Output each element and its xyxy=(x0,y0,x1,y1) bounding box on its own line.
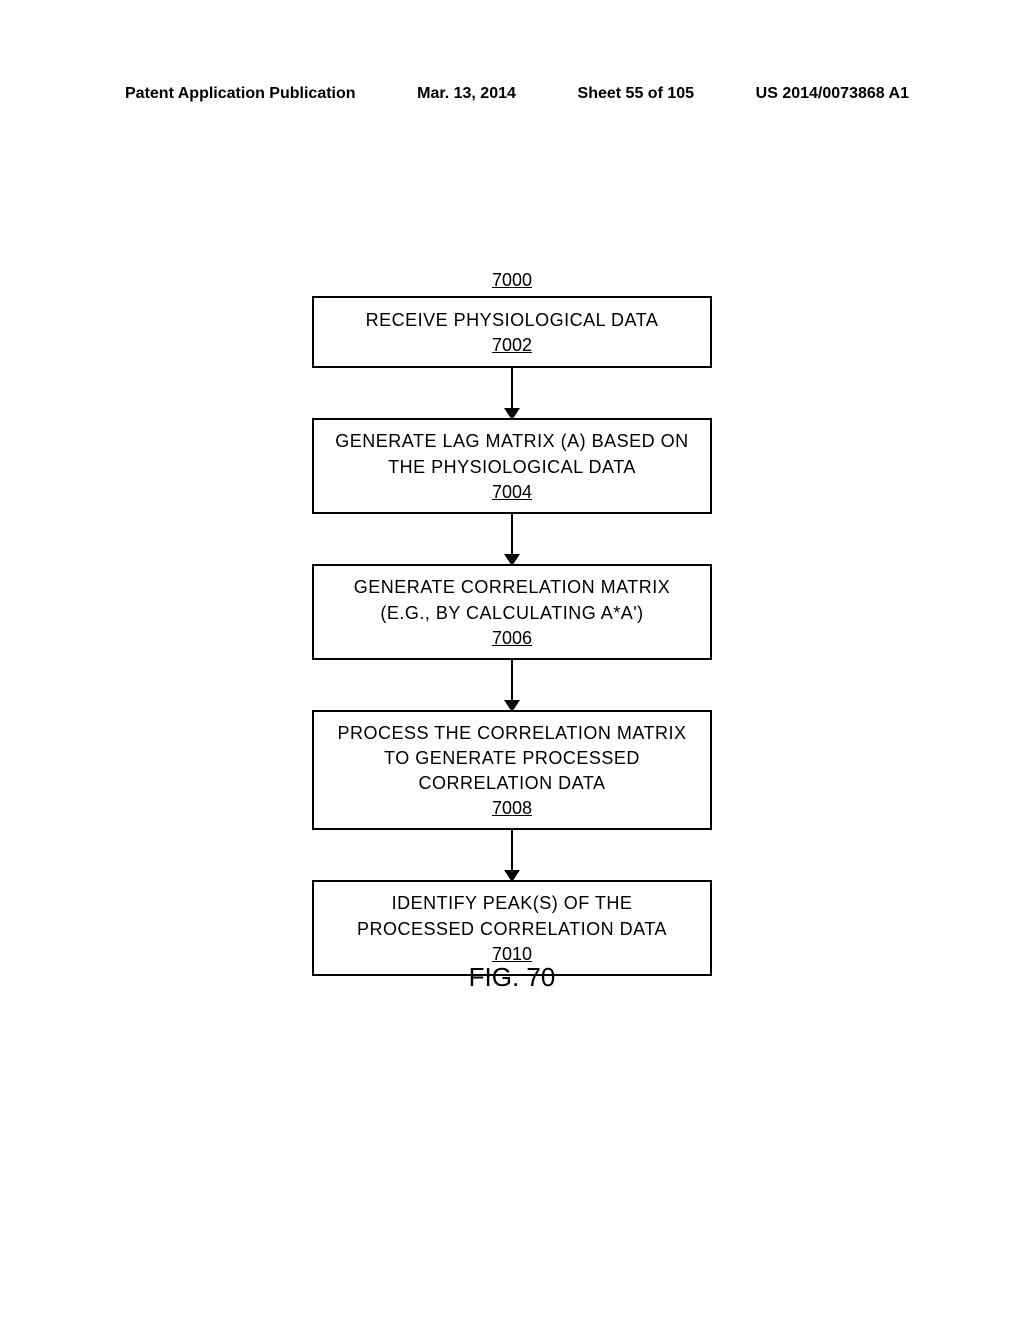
page-header: Patent Application Publication Mar. 13, … xyxy=(0,85,1024,103)
node-text: IDENTIFY PEAK(S) OF THE PROCESSED CORREL… xyxy=(334,891,690,941)
node-ref: 7006 xyxy=(492,628,532,649)
flowchart-arrow xyxy=(511,514,513,564)
patent-number: US 2014/0073868 A1 xyxy=(756,85,909,103)
flowchart-top-number: 7000 xyxy=(492,270,532,291)
flowchart-node-7002: RECEIVE PHYSIOLOGICAL DATA 7002 xyxy=(312,296,712,368)
publication-date: Mar. 13, 2014 xyxy=(417,85,516,103)
node-ref: 7004 xyxy=(492,482,532,503)
flowchart-arrow xyxy=(511,660,513,710)
flowchart-container: 7000 RECEIVE PHYSIOLOGICAL DATA 7002 GEN… xyxy=(312,270,712,976)
flowchart-arrow xyxy=(511,368,513,418)
node-text: GENERATE LAG MATRIX (A) BASED ON THE PHY… xyxy=(334,429,690,479)
flowchart-node-7004: GENERATE LAG MATRIX (A) BASED ON THE PHY… xyxy=(312,418,712,514)
publication-type: Patent Application Publication xyxy=(125,85,356,103)
flowchart-node-7006: GENERATE CORRELATION MATRIX (E.G., BY CA… xyxy=(312,564,712,660)
node-ref: 7002 xyxy=(492,335,532,356)
node-text: GENERATE CORRELATION MATRIX (E.G., BY CA… xyxy=(334,575,690,625)
sheet-info: Sheet 55 of 105 xyxy=(578,85,695,103)
flowchart-arrow xyxy=(511,830,513,880)
node-ref: 7008 xyxy=(492,798,532,819)
flowchart-node-7008: PROCESS THE CORRELATION MATRIX TO GENERA… xyxy=(312,710,712,830)
node-text: PROCESS THE CORRELATION MATRIX TO GENERA… xyxy=(334,721,690,797)
figure-label: FIG. 70 xyxy=(469,962,556,993)
node-text: RECEIVE PHYSIOLOGICAL DATA xyxy=(366,308,659,333)
